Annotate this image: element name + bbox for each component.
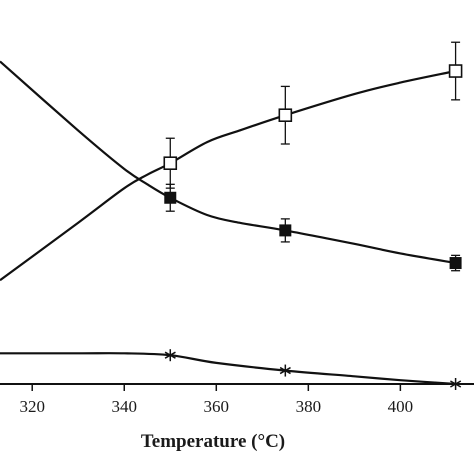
x-tick-label-380: 380 bbox=[296, 397, 322, 416]
series-0-point-0 bbox=[163, 156, 178, 170]
series-1-point-0 bbox=[164, 191, 177, 204]
series-curves bbox=[0, 60, 456, 386]
series-markers bbox=[163, 64, 463, 390]
series-0-point-2 bbox=[448, 64, 463, 78]
series-2-line bbox=[0, 352, 456, 386]
x-tick-label-360: 360 bbox=[204, 397, 230, 416]
series-2-point-1 bbox=[279, 364, 291, 377]
x-tick-label-320: 320 bbox=[19, 397, 45, 416]
asterisk-stroke-2 bbox=[279, 366, 291, 375]
series-1-point-1 bbox=[279, 224, 292, 237]
x-ticks: 320 340 360 380 400 bbox=[19, 384, 413, 416]
series-1-point-2 bbox=[449, 257, 462, 270]
series-0-line bbox=[0, 69, 456, 282]
asterisk-stroke-2 bbox=[164, 351, 176, 359]
series-2-point-0 bbox=[164, 349, 176, 362]
series-0-point-1 bbox=[278, 108, 293, 122]
series-1-line bbox=[0, 60, 456, 265]
x-tick-label-400: 400 bbox=[388, 397, 414, 416]
asterisk-stroke-2 bbox=[450, 380, 462, 388]
x-tick-label-340: 340 bbox=[112, 397, 138, 416]
series-2-point-2 bbox=[450, 378, 462, 390]
x-axis-title: Temperature (°C) bbox=[141, 431, 285, 452]
